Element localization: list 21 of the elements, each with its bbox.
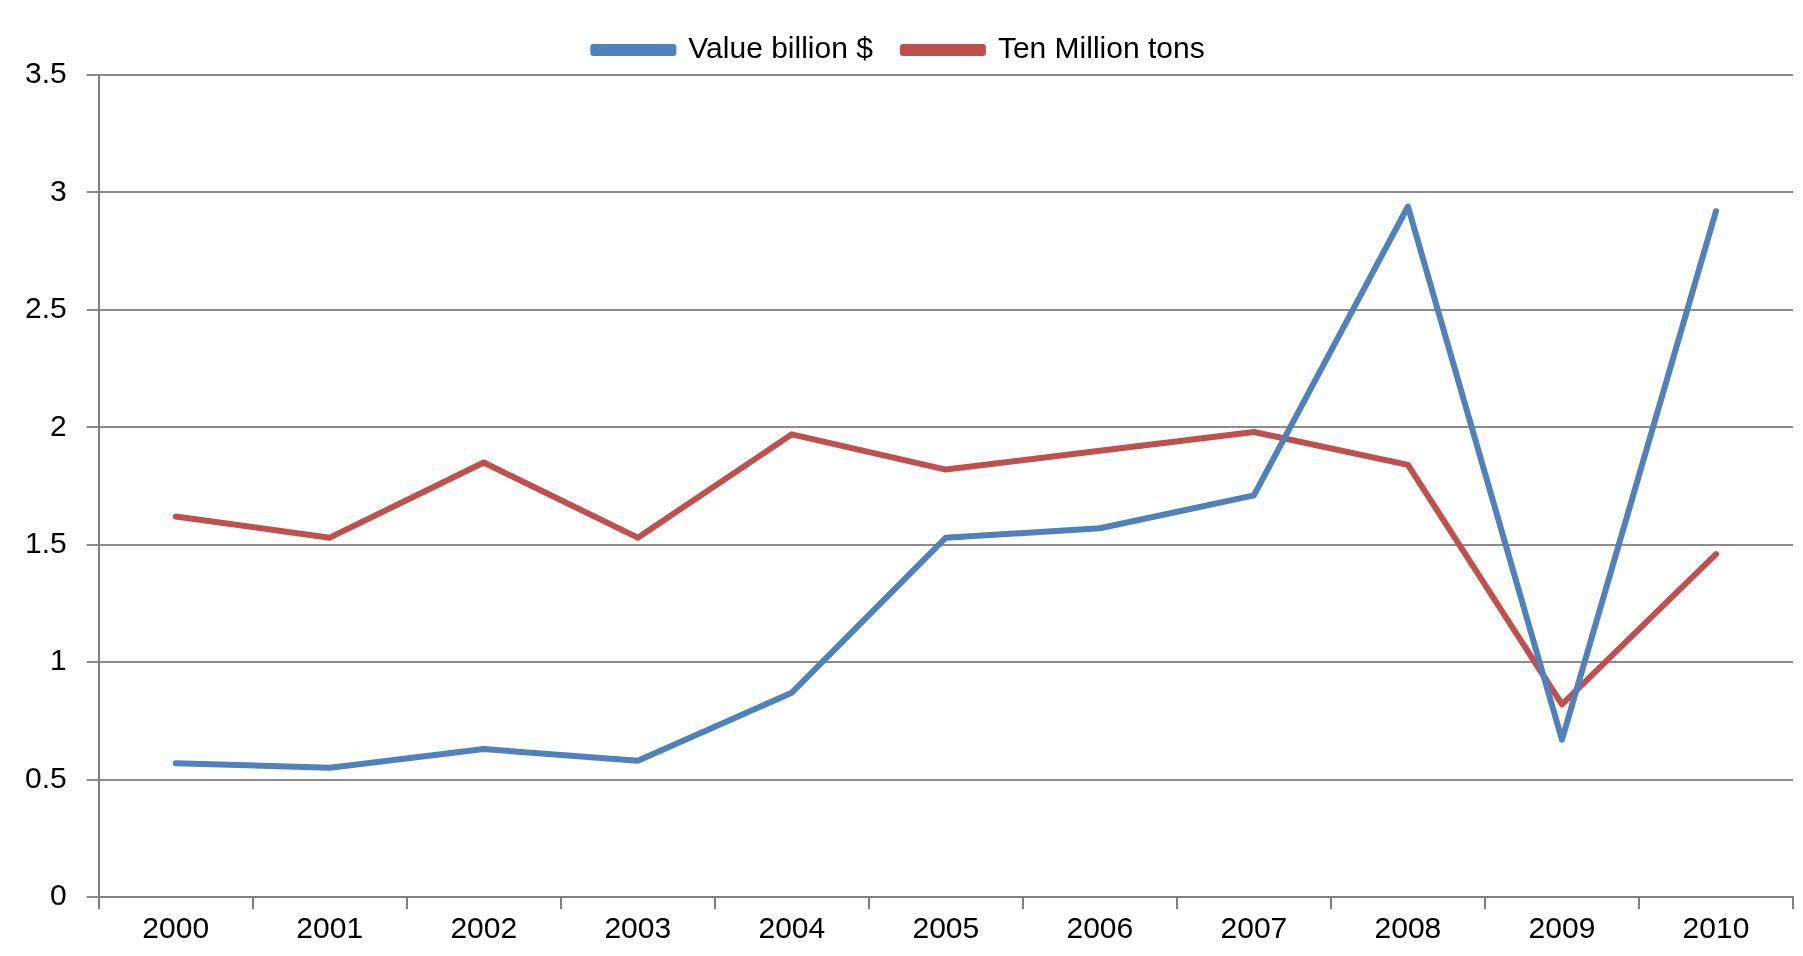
y-tick-label: 3.5 <box>24 56 67 90</box>
legend-label: Ten Million tons <box>997 31 1205 65</box>
x-tick-label: 2007 <box>1220 911 1288 945</box>
x-tick-label: 2003 <box>604 911 672 945</box>
x-tick-label: 2009 <box>1528 911 1596 945</box>
y-tick-label: 1.5 <box>24 525 67 559</box>
x-tick-label: 2000 <box>142 911 210 945</box>
x-tick-label: 2006 <box>1066 911 1134 945</box>
y-tick-label: 1 <box>50 643 67 677</box>
x-tick-label: 2010 <box>1682 911 1750 945</box>
x-tick-label: 2005 <box>912 911 980 945</box>
y-tick-label: 3 <box>50 173 67 207</box>
y-tick-label: 0.5 <box>24 760 67 794</box>
legend-label: Value billion $ <box>688 31 874 65</box>
y-tick-label: 2 <box>50 408 67 442</box>
y-tick-label: 0 <box>50 878 67 912</box>
x-tick-label: 2002 <box>450 911 518 945</box>
x-tick-label: 2004 <box>758 911 826 945</box>
x-tick-label: 2001 <box>296 911 364 945</box>
y-tick-label: 2.5 <box>24 291 67 325</box>
x-tick-label: 2008 <box>1374 911 1442 945</box>
